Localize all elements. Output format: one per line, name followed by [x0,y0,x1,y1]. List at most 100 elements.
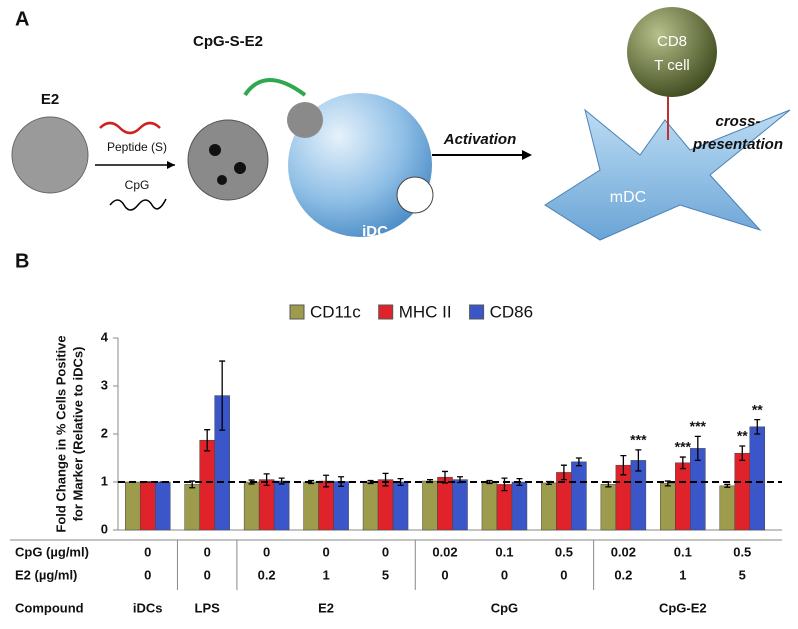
row-label: E2 (µg/ml) [15,567,77,582]
legend-swatch [469,304,485,320]
e2-dose: 5 [739,567,746,582]
bar [437,476,453,531]
e2-dose: 0 [560,567,567,582]
error-bar [575,457,582,467]
bar [571,461,587,531]
conjugate-particle [187,119,269,201]
dot [209,144,221,156]
mdc-cell [544,108,791,241]
cpg-dose: 0.02 [611,544,636,559]
bar [318,480,334,531]
error-bar [754,418,761,435]
label: Activation [443,131,517,148]
e2-cage [11,116,89,194]
y-tick-label: 1 [101,473,108,488]
error-bar [204,429,211,452]
bar [541,482,557,531]
label: mDC [610,189,646,206]
error-bar [560,464,567,481]
compound-label: LPS [195,600,221,615]
label: E2 [41,91,59,108]
bar [511,481,528,531]
cpg-dose: 0.1 [495,544,513,559]
bar [422,480,438,531]
bar [184,484,200,531]
compound-label: E2 [318,600,334,615]
y-axis-label: for Marker (Relative to iDCs) [70,347,85,522]
bar [481,481,498,531]
error-bar [620,454,627,476]
label: T cell [654,57,690,74]
label: CpG [125,178,150,192]
e2-dose: 0.2 [258,567,276,582]
label: CpG-S-E2 [193,33,263,50]
error-bar [724,483,731,488]
bar [124,481,141,531]
e2-dose: 1 [322,567,329,582]
label: iDC [362,223,388,240]
e2-dose: 0 [144,567,151,582]
cpg-dose: 0.02 [432,544,457,559]
t-cell [627,7,717,97]
bar-chart: 0 1 2 3 4 Fold Change in % Cells Positive for … [10,302,782,615]
significance: *** [675,439,692,455]
y-tick-label: 4 [101,329,109,344]
error-bar [382,472,389,487]
error-bar [323,474,330,488]
y-tick-label: 2 [101,425,108,440]
e2-dose: 0 [501,567,508,582]
legend-swatch [289,304,305,320]
e2-dose: 0 [204,567,211,582]
dot [217,175,227,185]
cpg-dose: 0 [382,544,389,559]
error-bar [486,479,493,485]
error-bar [397,477,404,487]
error-bar [635,449,642,472]
curved-arrow [243,78,307,97]
compound-label: CpG-E2 [659,600,707,615]
particle [287,102,323,138]
cpg-dose: 0 [322,544,329,559]
bar [303,481,319,531]
compound-label: CpG [491,600,518,615]
legend-label: CD86 [490,302,533,321]
significance: ** [752,401,763,417]
endosome [396,176,434,214]
significance: *** [690,418,707,434]
error-bar [739,445,746,462]
label: cross- [715,113,760,130]
cpg-dose: 0 [263,544,270,559]
bar [377,479,394,531]
e2-dose: 0 [441,567,448,582]
panel-label: A [15,8,29,30]
y-axis-label: Fold Change in % Cells Positive [53,335,68,532]
error-bar [367,479,374,485]
cpg-dose: 0 [204,544,211,559]
y-tick-label: 3 [101,377,108,392]
row-label: CpG (µg/ml) [15,544,89,559]
legend-label: MHC II [399,302,452,321]
arrowhead [167,161,175,169]
bar [660,483,676,531]
bar [139,481,156,531]
bar [258,479,275,531]
y-tick-label: 0 [101,521,108,536]
idc-cell [288,93,432,237]
cpg-strand [109,198,167,211]
bar [600,484,617,531]
bar [243,481,260,531]
cpg-dose: 0.5 [555,544,573,559]
panel-label: B [15,250,29,272]
label: CD8 [657,33,687,50]
bar [362,481,379,531]
error-bar [263,473,270,487]
e2-dose: 1 [679,567,686,582]
bar [452,479,468,531]
cpg-dose: 0.5 [733,544,751,559]
cpg-dose: 0.1 [674,544,692,559]
bar [734,452,751,531]
bar [199,439,215,531]
e2-dose: 5 [382,567,389,582]
error-bar [219,360,226,431]
